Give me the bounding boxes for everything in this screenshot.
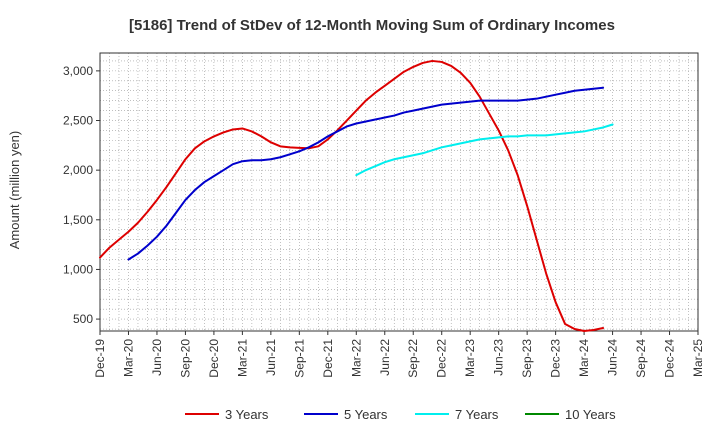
series-line-3-years (99, 59, 605, 332)
x-tick-label: Mar-20 (121, 339, 135, 377)
plot-frame (99, 52, 699, 332)
y-tick-label: 2,000 (63, 163, 93, 177)
x-tick-label: Jun-22 (378, 339, 392, 376)
x-tick-label: Sep-23 (520, 339, 534, 378)
y-axis-label: Amount (million yen) (7, 131, 22, 250)
plot-background (100, 53, 698, 331)
x-tick-label: Sep-22 (406, 339, 420, 378)
x-tick-label: Sep-24 (634, 339, 648, 378)
x-tick-label: Mar-25 (691, 339, 705, 377)
y-tick-label: 3,000 (63, 64, 93, 78)
x-tick-label: Dec-21 (321, 339, 335, 378)
x-tick-label: Jun-23 (492, 339, 506, 376)
x-tick-label: Sep-21 (292, 339, 306, 378)
x-tick-label: Dec-23 (549, 339, 563, 378)
y-tick-label: 500 (73, 312, 93, 326)
legend-label-5-years: 5 Years (344, 407, 388, 422)
x-tick-label: Mar-24 (577, 339, 591, 377)
x-tick-label: Mar-21 (235, 339, 249, 377)
x-tick-label: Dec-22 (435, 339, 449, 378)
series-line-7-years (355, 123, 614, 177)
y-tick-label: 2,500 (63, 114, 93, 128)
x-tick-label: Dec-24 (663, 339, 677, 378)
y-axis-label-text: Amount (million yen) (7, 131, 22, 250)
series-line-5-years (127, 86, 605, 261)
x-tick-label: Jun-21 (264, 339, 278, 376)
x-tick-label: Jun-20 (150, 339, 164, 376)
x-tick-label: Dec-20 (207, 339, 221, 378)
x-tick-label: Sep-20 (178, 339, 192, 378)
legend-label-3-years: 3 Years (225, 407, 269, 422)
y-tick-label: 1,500 (63, 213, 93, 227)
x-tick-label: Mar-22 (349, 339, 363, 377)
chart-title: [5186] Trend of StDev of 12-Month Moving… (129, 17, 615, 34)
x-tick-label: Mar-23 (463, 339, 477, 377)
x-tick-label: Dec-19 (93, 339, 107, 378)
plot-area: 500 1,000 1,500 2,000 2,500 3,000 Dec-19 Mar-20… (63, 52, 705, 378)
y-tick-label: 1,000 (63, 262, 93, 276)
x-tick-label: Jun-24 (606, 339, 620, 376)
legend: 3 Years 5 Years 7 Years 10 Years (185, 407, 616, 422)
legend-label-7-years: 7 Years (455, 407, 499, 422)
legend-label-10-years: 10 Years (565, 407, 616, 422)
